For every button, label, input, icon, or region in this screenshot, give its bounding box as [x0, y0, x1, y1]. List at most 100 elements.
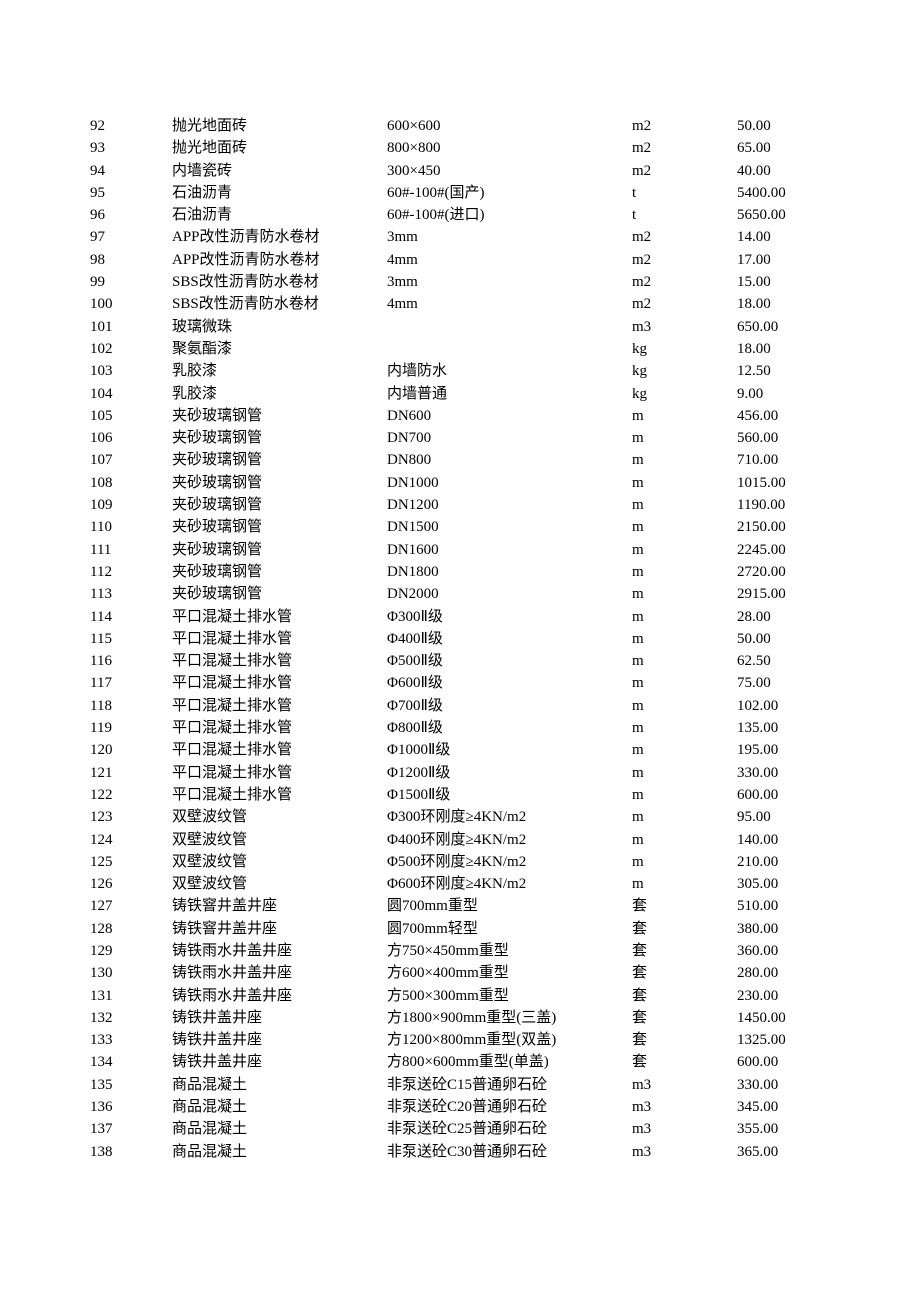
cell-unit: m2	[632, 137, 737, 159]
cell-price: 195.00	[737, 739, 837, 761]
cell-name: 夹砂玻璃钢管	[172, 427, 387, 449]
cell-spec: 方800×600mm重型(单盖)	[387, 1051, 632, 1073]
table-row: 123双壁波纹管Φ300环刚度≥4KN/m2m95.00	[90, 806, 837, 828]
cell-unit: 套	[632, 1029, 737, 1051]
cell-spec: 600×600	[387, 115, 632, 137]
cell-unit: t	[632, 204, 737, 226]
table-row: 121平口混凝土排水管Φ1200Ⅱ级m330.00	[90, 762, 837, 784]
cell-spec: 圆700mm重型	[387, 895, 632, 917]
cell-unit: m	[632, 516, 737, 538]
cell-price: 560.00	[737, 427, 837, 449]
cell-unit: kg	[632, 383, 737, 405]
cell-id: 106	[90, 427, 172, 449]
cell-name: 商品混凝土	[172, 1096, 387, 1118]
table-row: 136商品混凝土非泵送砼C20普通卵石砼m3345.00	[90, 1096, 837, 1118]
cell-unit: m	[632, 561, 737, 583]
cell-price: 1015.00	[737, 472, 837, 494]
cell-name: 铸铁窨井盖井座	[172, 918, 387, 940]
cell-id: 96	[90, 204, 172, 226]
table-row: 130铸铁雨水井盖井座方600×400mm重型套280.00	[90, 962, 837, 984]
cell-price: 14.00	[737, 226, 837, 248]
table-row: 115平口混凝土排水管Φ400Ⅱ级m50.00	[90, 628, 837, 650]
cell-name: 抛光地面砖	[172, 137, 387, 159]
table-row: 138商品混凝土非泵送砼C30普通卵石砼m3365.00	[90, 1141, 837, 1163]
cell-id: 110	[90, 516, 172, 538]
table-row: 129铸铁雨水井盖井座方750×450mm重型套360.00	[90, 940, 837, 962]
cell-name: 铸铁雨水井盖井座	[172, 962, 387, 984]
cell-id: 102	[90, 338, 172, 360]
cell-unit: 套	[632, 918, 737, 940]
cell-id: 127	[90, 895, 172, 917]
table-row: 107夹砂玻璃钢管DN800m710.00	[90, 449, 837, 471]
table-row: 106夹砂玻璃钢管DN700m560.00	[90, 427, 837, 449]
cell-price: 5400.00	[737, 182, 837, 204]
table-row: 109夹砂玻璃钢管DN1200m1190.00	[90, 494, 837, 516]
cell-spec: 方1800×900mm重型(三盖)	[387, 1007, 632, 1029]
cell-spec: 方600×400mm重型	[387, 962, 632, 984]
table-row: 105夹砂玻璃钢管DN600m456.00	[90, 405, 837, 427]
table-row: 116平口混凝土排水管Φ500Ⅱ级m62.50	[90, 650, 837, 672]
cell-id: 129	[90, 940, 172, 962]
table-row: 98APP改性沥青防水卷材4mmm217.00	[90, 249, 837, 271]
cell-spec: Φ500Ⅱ级	[387, 650, 632, 672]
cell-price: 1190.00	[737, 494, 837, 516]
cell-price: 600.00	[737, 784, 837, 806]
cell-spec: Φ400Ⅱ级	[387, 628, 632, 650]
cell-spec: Φ1500Ⅱ级	[387, 784, 632, 806]
table-row: 99SBS改性沥青防水卷材3mmm215.00	[90, 271, 837, 293]
cell-id: 93	[90, 137, 172, 159]
cell-price: 380.00	[737, 918, 837, 940]
cell-price: 135.00	[737, 717, 837, 739]
cell-spec: DN1600	[387, 539, 632, 561]
cell-unit: m3	[632, 1074, 737, 1096]
table-row: 122平口混凝土排水管Φ1500Ⅱ级m600.00	[90, 784, 837, 806]
cell-unit: m2	[632, 160, 737, 182]
cell-name: 玻璃微珠	[172, 316, 387, 338]
cell-name: APP改性沥青防水卷材	[172, 226, 387, 248]
cell-unit: m	[632, 449, 737, 471]
cell-price: 12.50	[737, 360, 837, 382]
table-row: 94内墙瓷砖300×450m240.00	[90, 160, 837, 182]
cell-id: 92	[90, 115, 172, 137]
cell-spec: DN700	[387, 427, 632, 449]
cell-id: 137	[90, 1118, 172, 1140]
table-row: 100SBS改性沥青防水卷材4mmm218.00	[90, 293, 837, 315]
cell-price: 650.00	[737, 316, 837, 338]
cell-unit: m	[632, 628, 737, 650]
cell-name: 平口混凝土排水管	[172, 717, 387, 739]
cell-price: 17.00	[737, 249, 837, 271]
cell-price: 330.00	[737, 1074, 837, 1096]
cell-unit: m	[632, 494, 737, 516]
cell-price: 50.00	[737, 628, 837, 650]
table-row: 92抛光地面砖600×600m250.00	[90, 115, 837, 137]
cell-price: 456.00	[737, 405, 837, 427]
cell-price: 95.00	[737, 806, 837, 828]
cell-id: 132	[90, 1007, 172, 1029]
cell-id: 94	[90, 160, 172, 182]
cell-spec: Φ1000Ⅱ级	[387, 739, 632, 761]
table-row: 93抛光地面砖800×800m265.00	[90, 137, 837, 159]
cell-price: 28.00	[737, 606, 837, 628]
cell-id: 123	[90, 806, 172, 828]
cell-spec: 非泵送砼C15普通卵石砼	[387, 1074, 632, 1096]
table-row: 127铸铁窨井盖井座圆700mm重型套510.00	[90, 895, 837, 917]
cell-name: 乳胶漆	[172, 383, 387, 405]
cell-name: SBS改性沥青防水卷材	[172, 271, 387, 293]
cell-id: 112	[90, 561, 172, 583]
cell-id: 133	[90, 1029, 172, 1051]
cell-price: 2720.00	[737, 561, 837, 583]
cell-name: 平口混凝土排水管	[172, 606, 387, 628]
table-row: 103乳胶漆内墙防水kg12.50	[90, 360, 837, 382]
cell-name: 商品混凝土	[172, 1074, 387, 1096]
table-row: 137商品混凝土非泵送砼C25普通卵石砼m3355.00	[90, 1118, 837, 1140]
cell-price: 140.00	[737, 829, 837, 851]
cell-id: 122	[90, 784, 172, 806]
table-row: 101玻璃微珠m3650.00	[90, 316, 837, 338]
cell-unit: t	[632, 182, 737, 204]
cell-unit: m2	[632, 115, 737, 137]
cell-id: 103	[90, 360, 172, 382]
cell-unit: m2	[632, 271, 737, 293]
cell-spec: 方750×450mm重型	[387, 940, 632, 962]
cell-unit: kg	[632, 338, 737, 360]
cell-unit: m	[632, 762, 737, 784]
